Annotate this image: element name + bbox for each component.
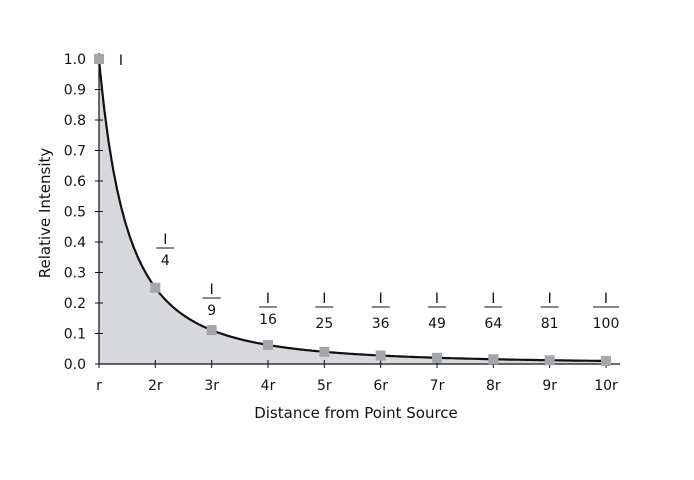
- data-point: [94, 54, 104, 64]
- line-layer: [97, 58, 606, 362]
- data-point: [150, 282, 161, 293]
- y-tick-label: 0.5: [64, 205, 86, 221]
- annotation-numerator: I: [491, 291, 495, 307]
- annotation-denominator: 100: [593, 316, 620, 332]
- x-tick-label: 8r: [486, 378, 501, 394]
- annotation-denominator: 64: [484, 316, 502, 332]
- x-tick-label: 3r: [204, 378, 219, 394]
- annotation-numerator: I: [548, 291, 552, 307]
- annotation-denominator: 16: [259, 312, 277, 328]
- y-axis-title: Relative Intensity: [36, 148, 54, 279]
- annotation-layer: I I 4 I 9 I 16 I 25 I 36 I 49 I 64 I 81 I 100: [119, 53, 619, 332]
- y-tick-label: 0.6: [64, 174, 86, 190]
- y-tick-label: 0.3: [64, 266, 86, 282]
- annotation-numerator: I: [210, 282, 214, 298]
- area-layer: [99, 59, 606, 364]
- data-point: [375, 350, 386, 361]
- data-point: [319, 346, 330, 357]
- annotation-numerator: I: [266, 291, 270, 307]
- y-tick-label: 0.0: [64, 357, 86, 373]
- y-tick-label: 0.1: [64, 327, 86, 343]
- data-point: [432, 352, 442, 363]
- data-point: [544, 355, 555, 366]
- marker-layer: [94, 54, 611, 366]
- x-tick-label: 9r: [542, 378, 557, 394]
- x-axis-title: Distance from Point Source: [254, 404, 458, 422]
- annotation-denominator: 25: [315, 316, 333, 332]
- series-line: [97, 58, 606, 362]
- x-tick-label: r: [96, 378, 102, 394]
- area-under-curve: [99, 59, 606, 364]
- y-tick-label: 0.4: [64, 235, 86, 251]
- x-tick-label: 10r: [594, 378, 618, 394]
- annotation-denominator: 36: [372, 316, 390, 332]
- data-point: [601, 355, 611, 366]
- data-point: [206, 325, 217, 336]
- annotation-numerator: I: [322, 291, 326, 307]
- x-tick-label: 7r: [430, 378, 445, 394]
- annotation-numerator: I: [435, 291, 439, 307]
- x-tick-label: 6r: [373, 378, 388, 394]
- label-layer: 0.0 0.1 0.2 0.3 0.4 0.5 0.6 0.7 0.8 0.9 1.0 r 2r 3r 4r…: [64, 52, 618, 394]
- annotation-numerator: I: [163, 232, 167, 248]
- annotation-numerator: I: [119, 53, 123, 69]
- x-tick-label: 5r: [317, 378, 332, 394]
- y-tick-label: 0.7: [64, 144, 86, 160]
- data-point: [488, 354, 499, 365]
- y-tick-label: 0.8: [64, 113, 86, 129]
- data-point: [263, 339, 273, 350]
- y-tick-label: 0.2: [64, 296, 86, 312]
- annotation-numerator: I: [379, 291, 383, 307]
- annotation-numerator: I: [604, 291, 608, 307]
- annotation-denominator: 4: [161, 253, 170, 269]
- annotation-denominator: 49: [428, 316, 446, 332]
- y-tick-label: 1.0: [64, 52, 86, 68]
- x-tick-label: 2r: [148, 378, 163, 394]
- annotation-denominator: 9: [207, 303, 216, 319]
- x-tick-label: 4r: [261, 378, 276, 394]
- annotation-denominator: 81: [541, 316, 559, 332]
- y-tick-label: 0.9: [64, 83, 86, 99]
